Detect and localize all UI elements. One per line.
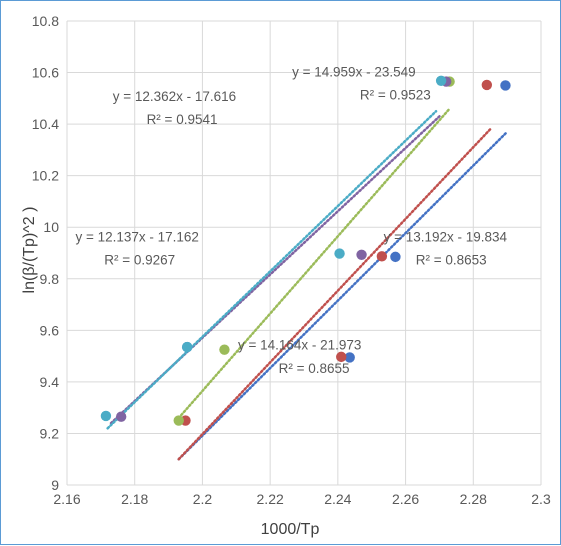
r-squared-label: R² = 0.9523 bbox=[360, 88, 431, 103]
data-point bbox=[500, 80, 511, 91]
data-point bbox=[376, 251, 388, 262]
trendline-equation: y = 14.164x - 21.973 bbox=[238, 338, 361, 353]
data-point bbox=[100, 410, 112, 422]
data-points bbox=[100, 75, 511, 426]
trendline-equation: y = 14.959x - 23.549 bbox=[292, 64, 415, 79]
y-tick-label: 9.4 bbox=[40, 374, 60, 390]
data-point bbox=[336, 351, 347, 363]
data-point bbox=[390, 251, 401, 263]
x-tick-label: 2.22 bbox=[257, 491, 284, 507]
y-tick-label: 10.8 bbox=[32, 13, 59, 29]
data-point bbox=[173, 415, 184, 426]
tick-labels: 2.16 2.18 2.2 2.22 2.24 2.26 2.28 2.3 9 9.2 9.4 9.6… bbox=[32, 13, 551, 507]
r-squared-label: R² = 0.8655 bbox=[279, 361, 350, 376]
data-point bbox=[219, 344, 230, 355]
y-tick-label: 10 bbox=[43, 219, 59, 235]
trendlines bbox=[106, 107, 509, 461]
r-squared-label: R² = 0.9541 bbox=[147, 112, 218, 127]
x-tick-label: 2.24 bbox=[324, 491, 351, 507]
trendline-equation: y = 13.192x - 19.834 bbox=[384, 229, 508, 244]
x-tick-label: 2.26 bbox=[392, 491, 419, 507]
x-tick-label: 2.18 bbox=[121, 491, 148, 507]
trendline bbox=[177, 128, 492, 461]
trendline-equation: y = 12.137x - 17.162 bbox=[75, 229, 198, 244]
trendline bbox=[177, 107, 451, 420]
trendline bbox=[177, 130, 509, 461]
x-axis-label: 1000/Tp bbox=[261, 521, 320, 538]
data-point bbox=[115, 411, 127, 422]
grid-lines bbox=[66, 20, 542, 486]
data-point bbox=[481, 79, 493, 91]
y-tick-label: 9.6 bbox=[40, 322, 60, 338]
r-squared-label: R² = 0.9267 bbox=[104, 253, 175, 268]
y-tick-label: 10.6 bbox=[32, 65, 59, 81]
y-tick-label: 10.2 bbox=[32, 168, 59, 184]
data-point bbox=[344, 352, 355, 363]
trendline-equations: y = 12.362x - 17.616 R² = 0.9541 y = 14.95… bbox=[75, 64, 507, 375]
y-tick-label: 9 bbox=[51, 477, 59, 493]
data-point bbox=[181, 341, 193, 353]
data-point bbox=[334, 248, 345, 259]
trendline-equation: y = 12.362x - 17.616 bbox=[113, 89, 236, 104]
x-tick-label: 2.2 bbox=[193, 491, 213, 507]
trendline bbox=[106, 109, 438, 430]
x-tick-label: 2.16 bbox=[53, 491, 80, 507]
x-tick-label: 2.28 bbox=[460, 491, 487, 507]
y-tick-label: 9.8 bbox=[40, 271, 60, 287]
y-tick-label: 10.4 bbox=[32, 116, 59, 132]
x-tick-label: 2.3 bbox=[531, 491, 551, 507]
data-point bbox=[356, 249, 367, 261]
r-squared-label: R² = 0.8653 bbox=[416, 253, 487, 268]
y-tick-label: 9.2 bbox=[40, 425, 60, 441]
data-point bbox=[435, 75, 447, 87]
y-axis-label: ln(β/(Tp)^2 ) bbox=[21, 207, 38, 294]
